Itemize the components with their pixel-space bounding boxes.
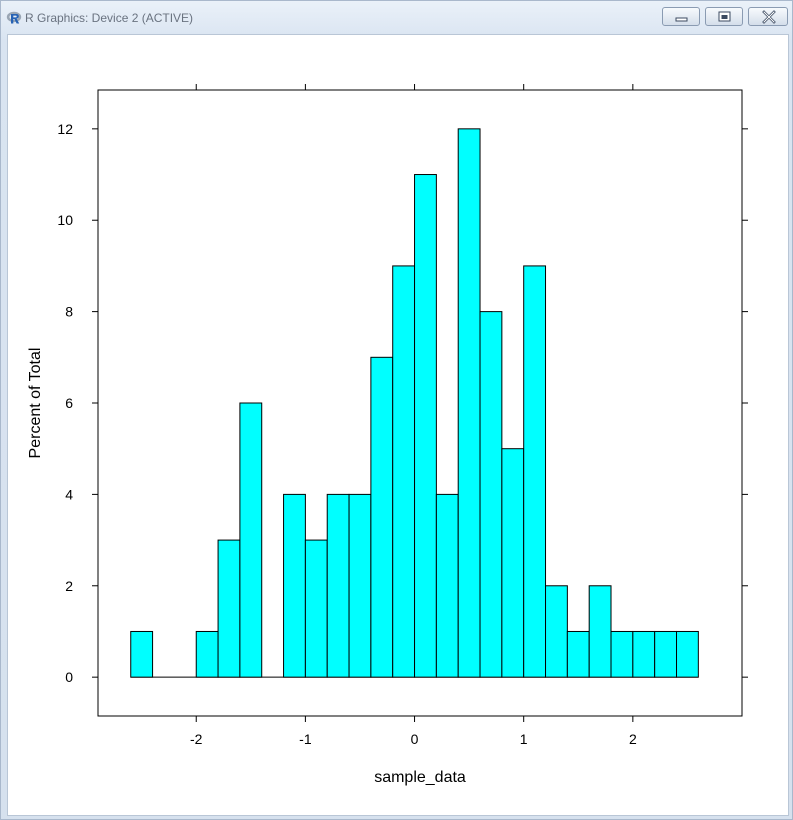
histogram-bar (195, 630, 219, 678)
y-tick-label: 6 (65, 395, 73, 411)
histogram-bar (545, 585, 568, 678)
bars-group (130, 128, 699, 678)
y-tick-label: 2 (65, 578, 73, 594)
x-tick-label: -1 (299, 731, 312, 747)
x-tick-label: 1 (520, 731, 528, 747)
maximize-icon (718, 11, 731, 22)
histogram-bar (392, 265, 416, 678)
title-bar[interactable]: R Graphics: Device 2 (ACTIVE) (1, 1, 792, 35)
minimize-button[interactable] (662, 7, 700, 26)
close-icon (762, 10, 776, 24)
histogram-bar (348, 493, 372, 678)
x-tick-label: 2 (629, 731, 637, 747)
histogram-bar (501, 448, 525, 678)
histogram-bar (676, 630, 699, 678)
y-tick-label: 12 (57, 121, 73, 137)
y-axis-label: Percent of Total (27, 348, 44, 459)
y-tick-label: 4 (65, 486, 73, 502)
histogram-bar (632, 630, 656, 678)
histogram-bar (566, 630, 590, 678)
histogram-bar (304, 539, 328, 678)
x-tick-label: -2 (190, 731, 203, 747)
histogram-bar (239, 402, 263, 678)
histogram-bar (523, 265, 547, 678)
histogram-bar (370, 356, 394, 678)
minimize-icon (675, 17, 688, 22)
histogram-bar (654, 630, 678, 678)
y-tick-label: 8 (65, 304, 73, 320)
r-logo-icon (6, 10, 22, 26)
x-tick-label: 0 (411, 731, 419, 747)
y-tick-label: 10 (57, 212, 73, 228)
x-axis-label: sample_data (374, 769, 466, 786)
histogram-bar (217, 539, 241, 678)
maximize-button[interactable] (705, 7, 743, 26)
histogram-bar (610, 630, 634, 678)
histogram-bar (130, 630, 154, 678)
y-tick-label: 0 (65, 669, 73, 685)
window-title: R Graphics: Device 2 (ACTIVE) (25, 11, 194, 25)
histogram-bar (414, 174, 437, 678)
close-button[interactable] (748, 7, 788, 26)
histogram-bar (283, 493, 306, 678)
graphics-device-canvas: -2 -1 0 1 2 0 2 4 6 8 10 12 sample_data Percent of … (7, 34, 789, 816)
histogram-bar (479, 311, 503, 678)
histogram-bar (435, 493, 459, 678)
histogram-bar (588, 585, 612, 678)
histogram-bar (457, 128, 481, 678)
histogram-bar (326, 493, 350, 678)
